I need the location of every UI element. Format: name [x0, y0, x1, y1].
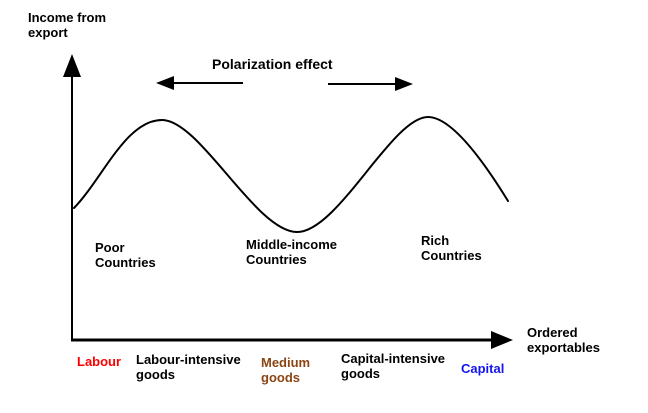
category-label-labour: Labour: [77, 354, 122, 369]
x-axis-arrowhead-icon: [491, 331, 513, 349]
region-label-poor-countries: Poor Countries: [95, 240, 156, 270]
diagram-title: Polarization effect: [212, 56, 333, 72]
polarization-right-arrowhead-icon: [395, 77, 413, 91]
category-label-labour-intensive-goods: Labour-intensive goods: [136, 352, 241, 382]
region-label-rich-countries: Rich Countries: [421, 233, 482, 263]
region-label-middle-income-countries: Middle-income Countries: [246, 237, 338, 267]
category-label-capital-intensive-goods: Capital-intensive goods: [341, 351, 446, 381]
y-axis-label: Income from export: [28, 10, 107, 40]
category-label-medium-goods: Medium goods: [261, 355, 311, 385]
income-curve: [73, 115, 509, 234]
category-label-capital: Capital: [461, 361, 505, 376]
x-axis-label: Ordered exportables: [527, 325, 600, 355]
polarization-left-arrowhead-icon: [156, 76, 174, 90]
y-axis-arrowhead-icon: [63, 54, 81, 77]
